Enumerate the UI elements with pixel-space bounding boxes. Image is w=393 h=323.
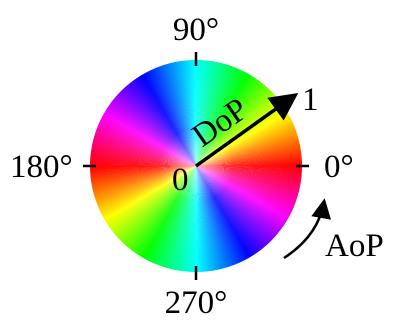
label-270: 270°	[165, 285, 228, 321]
aop-arrow	[283, 198, 332, 260]
label-90: 90°	[173, 12, 219, 48]
label-aop: AoP	[325, 228, 384, 264]
label-center: 0	[172, 162, 189, 198]
label-0: 0°	[324, 149, 354, 185]
label-180: 180°	[10, 149, 73, 185]
label-radius-max: 1	[302, 82, 319, 118]
dop-arrow	[194, 92, 299, 168]
